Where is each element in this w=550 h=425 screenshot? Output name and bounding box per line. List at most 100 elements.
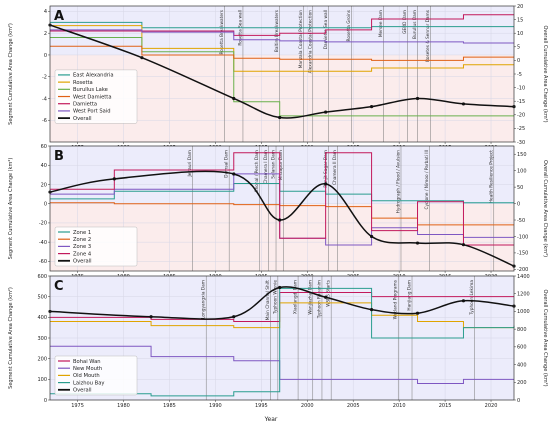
overall-point <box>278 218 282 222</box>
x-tick-label: 2005 <box>347 403 360 409</box>
overall-point <box>369 105 374 109</box>
event-label: Manzala Coastal Protection <box>298 10 304 69</box>
event-label: Main Channel Shift <box>265 280 271 321</box>
series-line-overall <box>49 24 515 119</box>
x-tick-label: 2020 <box>485 403 498 409</box>
panel-letter: C <box>54 279 64 294</box>
positive-region <box>50 6 514 55</box>
x-tick-label: 2015 <box>439 403 452 409</box>
y-right-tick-label: 1400 <box>517 274 530 280</box>
y-left-tick-label: -6 <box>42 118 47 124</box>
y-right-tick-label: -15 <box>517 99 525 105</box>
overall-point <box>232 172 236 176</box>
y-left-axis-label: Segment Cumulative Area Change (km²) <box>8 23 14 125</box>
y-left-tick-label: 400 <box>37 315 47 321</box>
series-line-east-alexandria <box>50 21 514 29</box>
y-left-axis-label: Segment Cumulative Area Change (km²) <box>8 158 14 260</box>
series-line-overall <box>49 286 515 320</box>
y-left-tick-label: 0 <box>44 398 47 404</box>
event-label: Baltim Breakwaters <box>274 9 280 52</box>
y-left-axis-label: Segment Cumulative Area Change (km²) <box>8 287 14 389</box>
x-tick-label: 1985 <box>163 403 176 409</box>
y-right-tick-label: 0 <box>517 398 520 404</box>
y-right-tick-label: -20 <box>517 113 525 119</box>
y-right-tick-label: 400 <box>517 362 527 368</box>
y-right-tick-label: -30 <box>517 140 525 146</box>
event-label: Damsal Dam <box>224 150 230 178</box>
y-right-tick-label: -200 <box>517 267 528 273</box>
x-tick-label: 2010 <box>393 403 406 409</box>
x-tick-label: 2000 <box>301 403 314 409</box>
legend-label: Rosetta <box>73 80 93 86</box>
y-right-axis-label: Overall Cumulative Area Change (km²) <box>542 25 548 122</box>
y-right-tick-label: -25 <box>517 126 525 132</box>
y-right-tick-label: 600 <box>517 345 527 351</box>
event-label: Chamera II Dam <box>332 150 338 185</box>
series-line-west-damietta <box>50 45 514 61</box>
overall-point <box>369 234 374 239</box>
y-left-tick-label: 100 <box>37 377 47 383</box>
overall-point <box>461 299 466 303</box>
legend-label: Burullus Lake <box>73 87 108 93</box>
y-right-tick-label: 0 <box>517 58 520 64</box>
legend-box <box>54 355 138 396</box>
event-label: Wetland Programs <box>393 279 399 319</box>
overall-point <box>324 182 328 186</box>
event-label: Chamera I Dam <box>263 150 269 184</box>
event-label: Rosetta Groins <box>346 9 352 41</box>
series-line-zone-3 <box>50 173 514 246</box>
y-left-tick-label: 600 <box>37 274 47 280</box>
legend-label: West Port Said <box>73 109 111 115</box>
y-right-tick-label: -5 <box>517 72 522 78</box>
y-right-tick-label: 1200 <box>517 292 530 298</box>
y-right-tick-label: 0 <box>517 201 520 207</box>
series-line-overall <box>49 170 515 267</box>
overall-point <box>232 315 236 319</box>
legend-box <box>54 226 138 267</box>
legend-label: Overall <box>73 116 92 122</box>
y-left-tick-label: -2 <box>42 75 47 81</box>
series-line-zone-1 <box>50 183 514 204</box>
overall-point <box>415 96 420 101</box>
panel-a: Rosetta Breakwaters Rosetta Sea wall Balti… <box>8 4 548 151</box>
series-line-zone-4 <box>50 152 514 246</box>
overall-point <box>112 177 116 181</box>
series-line-west-port-said <box>50 29 514 44</box>
legend-label: East Alexandria <box>73 73 114 79</box>
series-line-burullus-lake <box>50 37 514 117</box>
event-label: Chohal / Perch Dam <box>254 150 260 192</box>
legend-label: West Damietta <box>73 94 112 100</box>
y-left-tick-label: -40 <box>39 240 47 246</box>
legend-label: Damietta <box>73 102 97 108</box>
y-left-tick-label: 4 <box>44 9 47 15</box>
y-left-tick-label: -20 <box>39 221 47 227</box>
y-right-axis-label: Overall Cumulative Area Change (km²) <box>542 160 548 257</box>
y-right-tick-label: -150 <box>517 251 528 257</box>
event-label: Jenauri Dam <box>187 150 193 177</box>
event-label: Wanjiazhai Dam <box>307 280 313 315</box>
event-label: Health Resilience Project <box>488 150 494 203</box>
overall-point <box>278 115 282 120</box>
y-right-tick-label: 200 <box>517 380 527 386</box>
y-right-axis-label: Overall Cumulative Area Change (km²) <box>542 289 548 386</box>
event-annotations: Jenauri Dam Damsal Dam Chohal / Perch Dam C… <box>187 146 494 271</box>
panel-letter: A <box>54 9 64 24</box>
y-right-tick-label: 100 <box>517 168 527 174</box>
y-left-tick-label: 20 <box>41 182 47 188</box>
overall-point <box>232 96 236 101</box>
y-right-tick-label: 50 <box>517 185 523 191</box>
event-label: Typhoon Winnie <box>272 280 278 315</box>
panel-b: Jenauri Dam Damsal Dam Chohal / Perch Dam C… <box>8 144 548 280</box>
legend-label: Zone 4 <box>73 251 92 257</box>
legend-label: Bohai Wan <box>73 359 101 365</box>
y-right-tick-label: 800 <box>517 327 527 333</box>
overall-point <box>324 110 328 114</box>
legend-box <box>54 69 138 124</box>
x-tick-label: 1995 <box>255 403 268 409</box>
event-label: GERD Dam <box>402 10 408 34</box>
event-label: Xiaolangdi Dam <box>293 280 299 314</box>
